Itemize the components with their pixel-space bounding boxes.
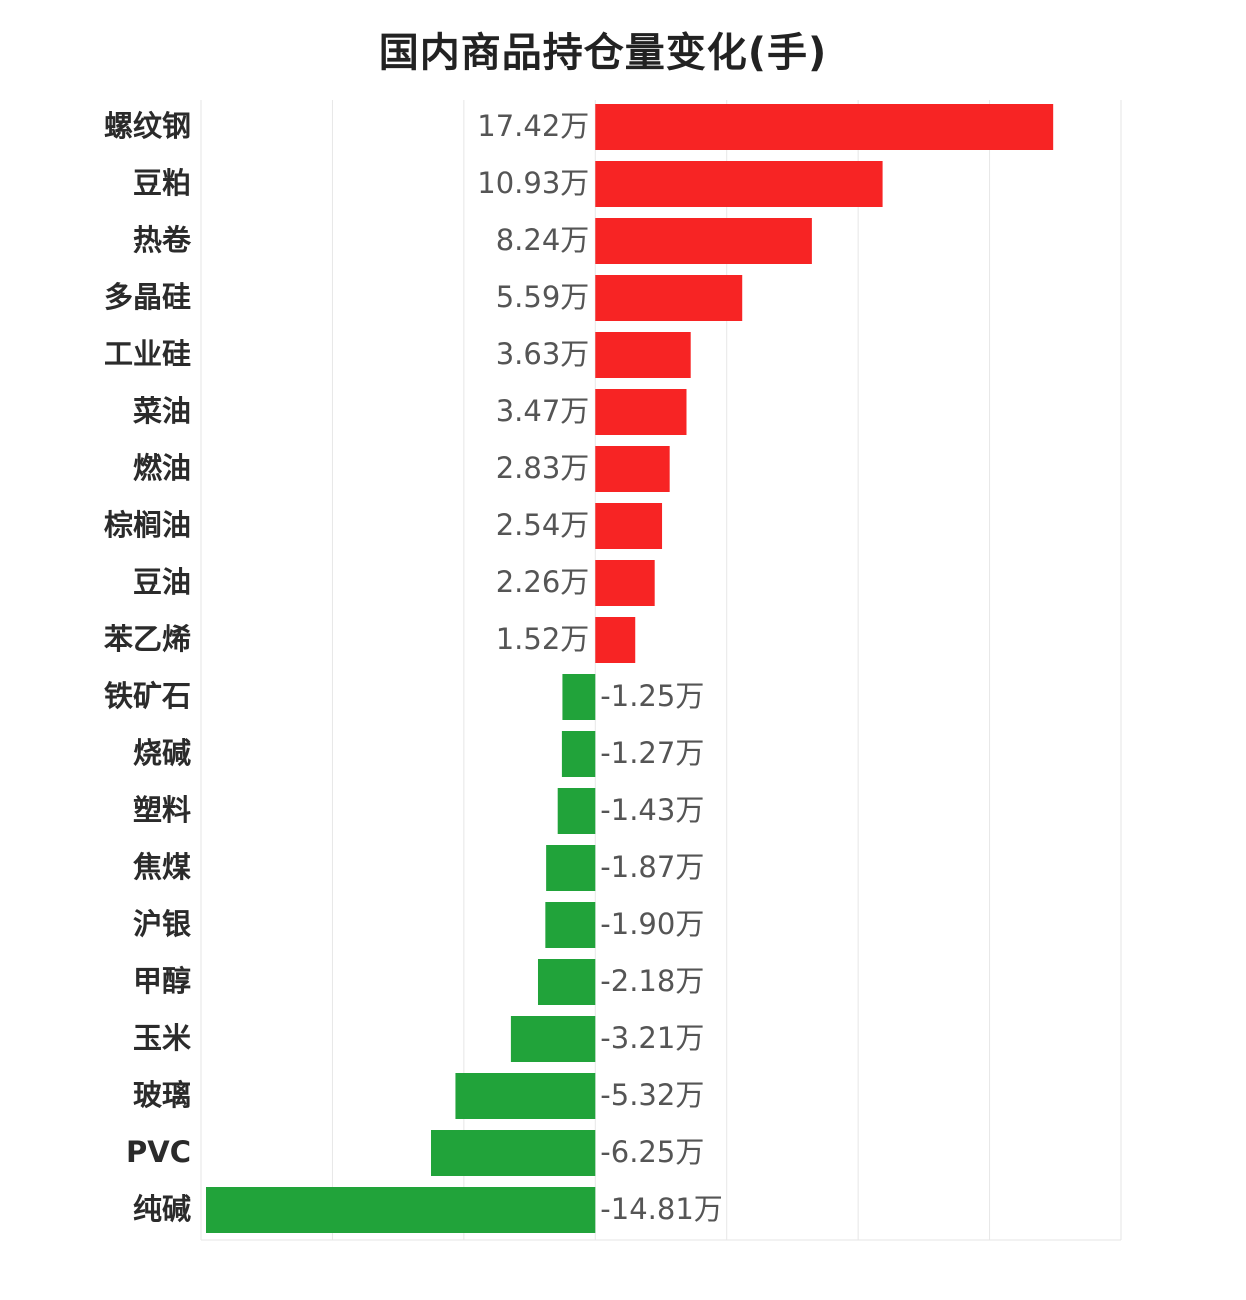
data-label: -3.21万 — [600, 1021, 704, 1055]
category-label: 多晶硅 — [104, 280, 191, 314]
category-label: 豆粕 — [133, 166, 191, 200]
bar — [595, 617, 636, 663]
category-label: 甲醇 — [133, 964, 191, 998]
category-label: 玻璃 — [133, 1078, 191, 1112]
data-label: -1.25万 — [600, 679, 704, 713]
chart-title: 国内商品持仓量变化(手) — [378, 30, 828, 76]
category-label: PVC — [126, 1135, 191, 1169]
bar — [595, 218, 812, 264]
value-label-layer: 17.42万 10.93万 8.24万 5.59万 3.63万 3.47万 2.83万 2.5… — [477, 109, 723, 1226]
category-label: 菜油 — [133, 394, 191, 428]
category-label: 螺纹钢 — [104, 109, 191, 143]
category-label: 玉米 — [133, 1021, 191, 1055]
bar — [595, 332, 691, 378]
data-label: -1.43万 — [600, 793, 704, 827]
data-label: 2.54万 — [496, 508, 590, 542]
bar — [562, 674, 596, 720]
bar — [510, 1016, 596, 1062]
bar — [557, 788, 596, 834]
data-label: -1.27万 — [600, 736, 704, 770]
bar — [595, 275, 743, 321]
data-label: -6.25万 — [600, 1135, 704, 1169]
bar — [595, 104, 1054, 150]
bar — [546, 845, 596, 891]
data-label: 17.42万 — [477, 109, 589, 143]
data-label: -1.87万 — [600, 850, 704, 884]
category-label: 塑料 — [133, 793, 191, 827]
category-label: 纯碱 — [133, 1192, 191, 1226]
data-label: 2.83万 — [496, 451, 590, 485]
data-label: 8.24万 — [496, 223, 590, 257]
data-label: 1.52万 — [496, 622, 590, 656]
bar — [595, 503, 663, 549]
bar — [595, 389, 687, 435]
bar — [561, 731, 596, 777]
bar — [545, 902, 596, 948]
bar — [455, 1073, 596, 1119]
data-label: 5.59万 — [496, 280, 590, 314]
bar — [595, 161, 883, 207]
data-label: -2.18万 — [600, 964, 704, 998]
category-label: 铁矿石 — [104, 679, 191, 713]
bar — [537, 959, 596, 1005]
category-label: 沪银 — [133, 907, 191, 941]
category-label: 工业硅 — [104, 337, 191, 371]
category-label: 豆油 — [133, 565, 191, 599]
category-label: 棕榈油 — [104, 508, 191, 542]
bar — [431, 1130, 596, 1176]
data-label: -14.81万 — [600, 1192, 723, 1226]
data-label: 10.93万 — [477, 166, 589, 200]
data-label: 3.63万 — [496, 337, 590, 371]
bar — [205, 1187, 596, 1233]
bar — [595, 446, 670, 492]
grid-layer — [200, 100, 1122, 1241]
category-label: 热卷 — [133, 223, 192, 257]
bar — [595, 560, 655, 606]
category-label: 燃油 — [133, 451, 191, 485]
data-label: 2.26万 — [496, 565, 590, 599]
category-label: 烧碱 — [133, 736, 191, 770]
data-label: 3.47万 — [496, 394, 590, 428]
category-label: 焦煤 — [133, 850, 191, 884]
bar-layer — [205, 104, 1054, 1233]
category-label-layer: 螺纹钢豆粕热卷多晶硅工业硅菜油燃油棕榈油豆油苯乙烯铁矿石烧碱塑料焦煤沪银甲醇玉米… — [104, 109, 192, 1226]
data-label: -5.32万 — [600, 1078, 704, 1112]
data-label: -1.90万 — [600, 907, 704, 941]
category-label: 苯乙烯 — [104, 622, 191, 656]
